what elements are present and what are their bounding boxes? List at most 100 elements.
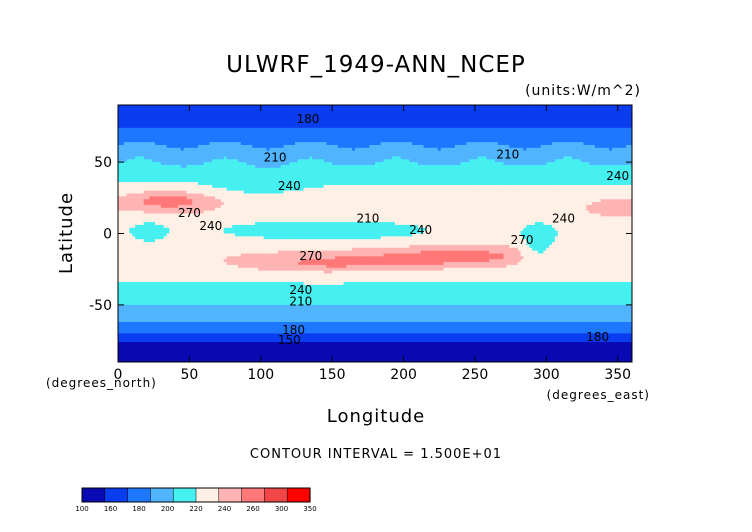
contour-cell — [492, 133, 496, 137]
contour-cell — [120, 136, 125, 140]
contour-cell — [612, 133, 616, 137]
contour-cell — [232, 164, 236, 169]
contour-cell — [237, 107, 242, 112]
contour-cell — [523, 153, 527, 157]
contour-cell — [195, 110, 199, 114]
contour-cell — [626, 179, 630, 183]
contour-cell — [217, 144, 222, 149]
contour-cell — [195, 162, 199, 166]
contour-cell — [237, 144, 242, 149]
contour-cell — [315, 147, 319, 152]
contour-cell — [432, 153, 436, 157]
contour-cell — [232, 173, 236, 177]
contour-cell — [620, 119, 624, 123]
contour-cell — [529, 122, 533, 126]
contour-cell — [443, 167, 447, 172]
contour-cell — [292, 124, 296, 129]
contour-cell — [392, 156, 396, 160]
contour-cell — [143, 139, 147, 143]
contour-cell — [312, 150, 316, 154]
contour-cell — [295, 122, 299, 126]
contour-cell — [626, 107, 630, 112]
contour-cell — [529, 110, 533, 114]
contour-cell — [543, 164, 547, 169]
contour-cell — [566, 150, 570, 154]
contour-cell — [377, 170, 382, 174]
contour-cell — [520, 127, 524, 132]
contour-cell — [177, 162, 182, 166]
contour-cell — [623, 167, 627, 172]
contour-cell — [235, 147, 239, 152]
contour-cell — [569, 127, 573, 132]
contour-cell — [192, 116, 196, 120]
contour-cell — [137, 173, 142, 177]
contour-cell — [420, 133, 424, 137]
contour-cell — [235, 167, 239, 172]
contour-cell — [220, 170, 225, 174]
contour-cell — [569, 162, 573, 166]
contour-cell — [246, 113, 250, 117]
contour-cell — [517, 116, 522, 120]
contour-cell — [217, 173, 222, 177]
contour-cell — [189, 107, 193, 112]
contour-cell — [266, 110, 270, 114]
contour-cell — [483, 133, 487, 137]
contour-cell — [235, 150, 239, 154]
contour-cell — [589, 167, 593, 172]
contour-cell — [206, 164, 210, 169]
contour-cell — [457, 144, 462, 149]
contour-cell — [620, 176, 624, 180]
contour-cell — [597, 156, 601, 160]
contour-cell — [454, 156, 459, 160]
contour-cell — [523, 105, 527, 109]
contour-cell — [255, 159, 259, 163]
contour-cell — [289, 144, 293, 149]
contour-cell — [266, 182, 270, 186]
contour-cell — [260, 136, 265, 140]
contour-cell — [229, 170, 233, 174]
contour-cell — [252, 127, 256, 132]
contour-cell — [497, 164, 502, 169]
contour-cell — [417, 164, 422, 169]
contour-cell — [300, 142, 305, 146]
contour-cell — [326, 179, 330, 183]
contour-cell — [440, 173, 444, 177]
contour-cell — [543, 159, 547, 163]
contour-cell — [580, 142, 584, 146]
contour-cell — [157, 176, 162, 180]
contour-cell — [526, 110, 530, 114]
contour-cell — [295, 164, 299, 169]
contour-cell — [335, 182, 339, 186]
contour-cell — [346, 105, 350, 109]
contour-cell — [443, 153, 447, 157]
contour-cell — [526, 144, 530, 149]
contour-cell — [220, 136, 225, 140]
contour-cell — [394, 107, 399, 112]
contour-cell — [146, 170, 150, 174]
contour-cell — [580, 150, 584, 154]
contour-cell — [326, 130, 330, 134]
contour-cell — [566, 162, 570, 166]
contour-cell — [380, 182, 384, 186]
contour-cell — [260, 119, 265, 123]
contour-cell — [229, 130, 233, 134]
contour-cell — [292, 139, 296, 143]
contour-cell — [349, 156, 353, 160]
contour-cell — [532, 110, 536, 114]
contour-cell — [363, 170, 367, 174]
contour-cell — [500, 142, 504, 146]
contour-cell — [340, 142, 344, 146]
contour-cell — [426, 170, 430, 174]
contour-cell — [366, 159, 370, 163]
contour-cell — [380, 119, 384, 123]
contour-cell — [123, 136, 127, 140]
contour-cell — [409, 153, 413, 157]
contour-cell — [212, 156, 216, 160]
contour-cell — [572, 142, 576, 146]
contour-cell — [189, 119, 193, 123]
contour-cell — [597, 110, 601, 114]
contour-cell — [586, 156, 590, 160]
contour-cell — [612, 179, 616, 183]
contour-cell — [372, 136, 376, 140]
contour-cell — [249, 167, 253, 172]
